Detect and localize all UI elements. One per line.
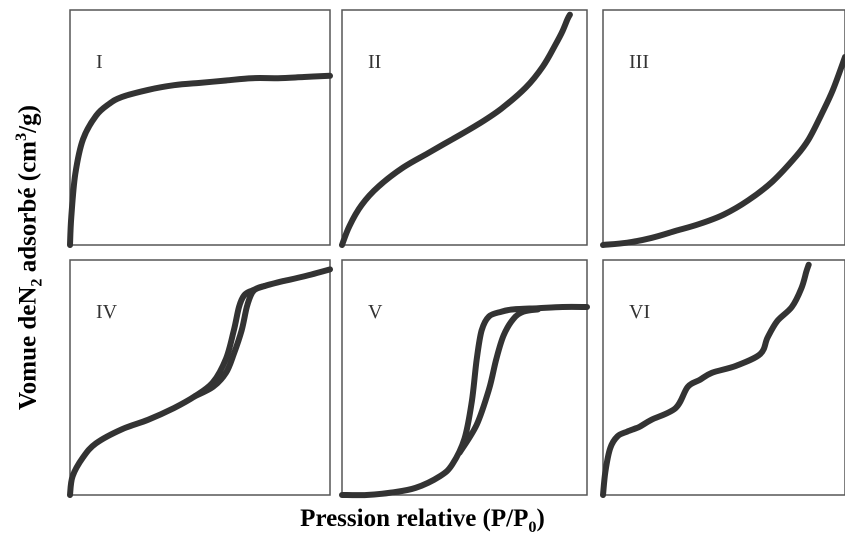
panel-frame xyxy=(341,259,588,496)
panel-frame xyxy=(69,9,331,246)
x-axis-label-subscript: 0 xyxy=(528,518,537,536)
panel-label: IV xyxy=(96,301,118,323)
isotherm-curve xyxy=(339,11,573,248)
panel-label: I xyxy=(96,51,103,73)
isotherm-curve xyxy=(600,261,812,498)
x-axis-label-part: ) xyxy=(536,505,545,532)
panel-label: II xyxy=(368,51,381,73)
isotherm-curve xyxy=(67,72,333,248)
panel-label: V xyxy=(368,301,383,323)
isotherm-panel-3: III xyxy=(600,9,845,248)
isotherm-curve xyxy=(600,54,845,248)
y-axis-label: Vomue deN2 adsorbé (cm3/g) xyxy=(12,105,46,410)
panel-frame xyxy=(69,259,331,496)
y-axis-label-part: /g) xyxy=(14,105,42,133)
y-axis-label-part: adsorbé (cm xyxy=(14,141,42,279)
panel-frame xyxy=(602,9,845,246)
panel-frame xyxy=(602,259,845,496)
y-axis-label-part: Vomue deN xyxy=(14,286,42,410)
panel-label: VI xyxy=(629,301,650,323)
desorption-branch xyxy=(456,306,541,456)
y-axis-label-superscript: 3 xyxy=(12,132,30,141)
isotherm-panel-1: I xyxy=(67,9,333,248)
x-axis-label: Pression relative (P/P0) xyxy=(0,505,845,537)
panel-frame xyxy=(341,9,588,246)
isotherm-panel-6: VI xyxy=(600,259,845,498)
isotherm-panel-4: IV xyxy=(67,259,333,498)
x-axis-label-part: Pression relative (P/P xyxy=(300,505,529,532)
isotherm-panel-2: II xyxy=(339,9,588,248)
desorption-branch xyxy=(191,282,268,400)
isotherm-curve xyxy=(339,303,590,499)
y-axis-label-subscript: 2 xyxy=(27,278,46,287)
panel-label: III xyxy=(629,51,649,73)
isotherm-panel-5: V xyxy=(339,259,590,499)
